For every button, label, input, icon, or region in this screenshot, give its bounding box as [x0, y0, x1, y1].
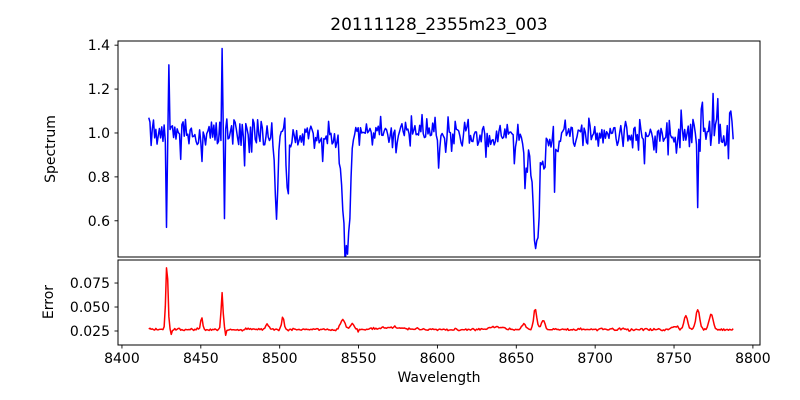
y-tick-label: 1.4	[88, 38, 110, 54]
x-tick-label: 8600	[420, 351, 456, 367]
error-plot-border	[117, 259, 761, 346]
y-axis-label-spectrum: Spectrum	[43, 115, 59, 183]
x-tick-label: 8500	[262, 351, 298, 367]
y-tick-label: 0.8	[88, 170, 110, 186]
y-tick-label: 1.0	[88, 126, 110, 142]
spectrum-plot-border	[117, 40, 761, 258]
y-tick-label: 0.050	[70, 300, 110, 316]
y-tick-label: 0.075	[70, 276, 110, 292]
plot-area-group: 0.6 0.8 1.0 1.2 1.4 0.025 0.050 0.075 8400 8450 85…	[70, 38, 771, 367]
error-line	[148, 267, 734, 337]
x-axis-label: Wavelength	[397, 370, 480, 386]
x-tick-label: 8700	[577, 351, 613, 367]
spectrum-line	[148, 47, 734, 257]
x-tick-label: 8400	[104, 351, 140, 367]
x-tick-label: 8550	[341, 351, 377, 367]
x-tick-label: 8450	[183, 351, 219, 367]
chart-title: 20111128_2355m23_003	[330, 15, 547, 35]
y-tick-label: 0.6	[88, 214, 110, 230]
x-tick-label: 8750	[656, 351, 692, 367]
y-tick-label: 0.025	[70, 324, 110, 340]
x-tick-label: 8650	[498, 351, 534, 367]
x-tick-label: 8800	[735, 351, 771, 367]
y-tick-label: 1.2	[88, 82, 110, 98]
y-axis-label-error: Error	[41, 285, 57, 319]
